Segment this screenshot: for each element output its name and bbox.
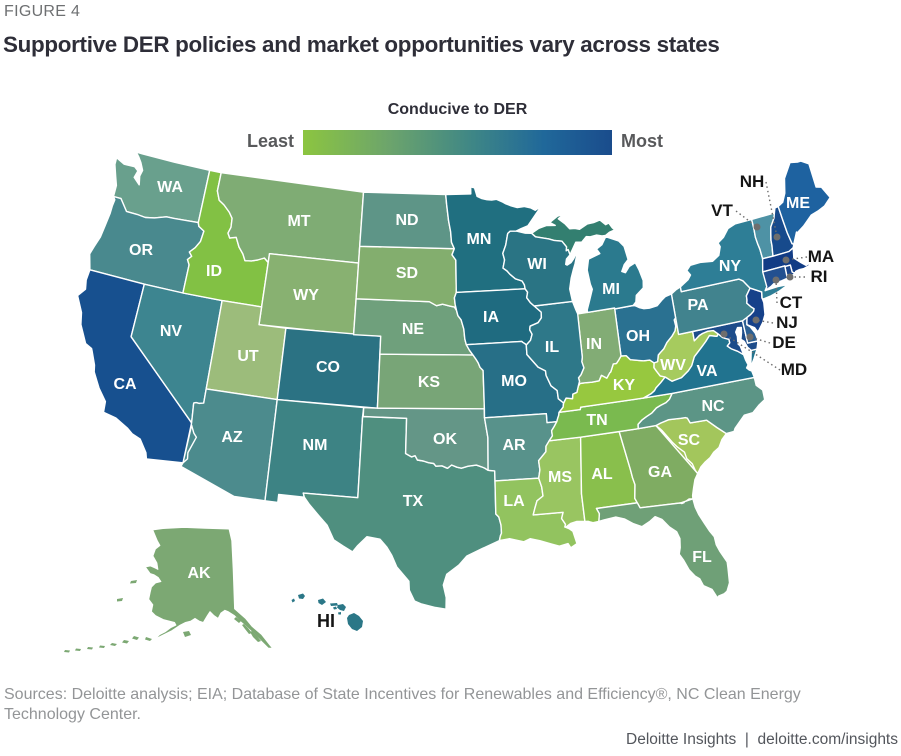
svg-text:WA: WA (157, 179, 183, 196)
svg-text:NM: NM (303, 437, 328, 454)
svg-text:AR: AR (502, 437, 526, 454)
svg-text:KY: KY (613, 377, 636, 394)
svg-text:TN: TN (586, 412, 607, 429)
svg-text:IA: IA (483, 309, 499, 326)
svg-text:NJ: NJ (776, 313, 798, 332)
svg-text:MN: MN (467, 231, 492, 248)
svg-text:OK: OK (433, 431, 457, 448)
svg-text:MI: MI (602, 281, 620, 298)
svg-text:NV: NV (160, 323, 183, 340)
svg-text:ND: ND (395, 212, 418, 229)
svg-text:LA: LA (503, 493, 525, 510)
svg-text:SC: SC (678, 432, 701, 449)
svg-text:DE: DE (772, 333, 796, 352)
svg-text:NY: NY (719, 258, 742, 275)
svg-text:VT: VT (711, 201, 733, 220)
svg-text:PA: PA (687, 297, 708, 314)
svg-text:AL: AL (591, 466, 613, 483)
svg-text:ID: ID (206, 263, 222, 280)
svg-text:IN: IN (586, 336, 602, 353)
svg-text:NH: NH (740, 172, 765, 191)
svg-text:KS: KS (418, 374, 441, 391)
svg-text:MT: MT (287, 213, 310, 230)
svg-text:FL: FL (692, 549, 712, 566)
svg-text:MD: MD (781, 360, 807, 379)
svg-text:SD: SD (396, 265, 418, 282)
svg-text:WY: WY (293, 287, 319, 304)
svg-text:CO: CO (316, 359, 340, 376)
svg-text:MS: MS (548, 469, 572, 486)
svg-text:OH: OH (626, 328, 650, 345)
svg-text:MA: MA (808, 247, 834, 266)
svg-text:CT: CT (780, 293, 803, 312)
svg-text:WI: WI (527, 256, 547, 273)
svg-text:RI: RI (811, 267, 828, 286)
svg-text:ME: ME (786, 195, 810, 212)
svg-text:OR: OR (129, 242, 153, 259)
svg-text:TX: TX (403, 493, 424, 510)
svg-text:MO: MO (501, 373, 527, 390)
svg-text:GA: GA (648, 464, 672, 481)
svg-text:CA: CA (113, 376, 137, 393)
svg-text:IL: IL (545, 339, 559, 356)
svg-text:VA: VA (696, 363, 717, 380)
svg-text:NE: NE (402, 321, 425, 338)
svg-text:HI: HI (317, 611, 335, 631)
svg-text:UT: UT (237, 348, 259, 365)
svg-text:WV: WV (660, 357, 686, 374)
svg-text:AK: AK (187, 565, 211, 582)
svg-text:AZ: AZ (221, 429, 243, 446)
svg-text:NC: NC (701, 398, 725, 415)
